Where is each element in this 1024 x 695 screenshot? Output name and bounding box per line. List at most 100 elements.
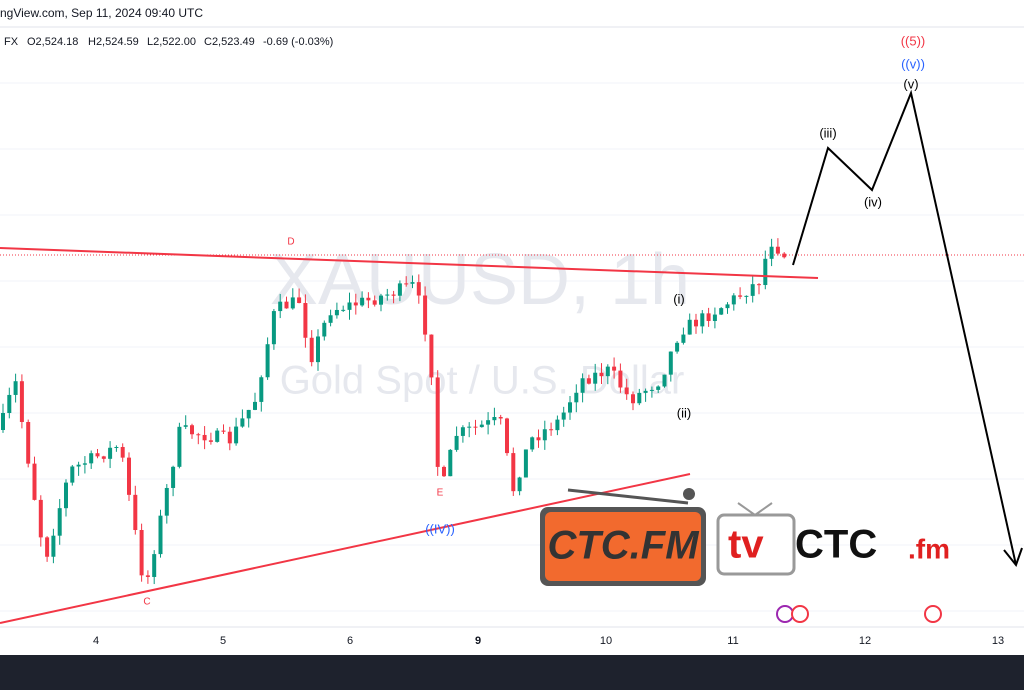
candle-body [334,309,339,316]
wave-labels: ((5)) ((v)) (v) (iii) (iv) (i) (ii) D C … [143,33,925,607]
symbol: FX [4,36,19,48]
candle-body [259,377,264,402]
candle-body [498,417,503,419]
wave-label: (v) [903,76,918,91]
candle-body [479,424,484,428]
candle-body [127,457,131,495]
candle-body [416,282,421,296]
candle-body [133,494,138,531]
candle-body [171,466,176,488]
candle-body [234,426,239,444]
candle-body [1,413,5,430]
candle-body [70,466,75,483]
candle-body [404,283,409,285]
candle-body [202,434,207,441]
candle-body [460,427,465,436]
candle-body [303,302,308,338]
candle-body [51,535,56,557]
candle-body [196,434,201,436]
candle-body [366,297,371,301]
candle-body [164,487,169,516]
candle-body [675,342,680,352]
candle-body [612,366,617,371]
wave-label: (i) [673,291,685,306]
candle-body [423,295,428,335]
candle-body [158,515,163,555]
candle-body [45,537,50,557]
ctc-logo: CTC.FM [540,488,706,586]
candle-body [353,302,358,306]
candle-body [712,314,717,321]
high: H2,524.59 [88,36,139,48]
candle-body [454,435,459,450]
candle-body [246,409,251,419]
candle-body [599,372,604,377]
candle-body [473,426,478,428]
candle-body [542,429,547,441]
candle-body [775,246,780,254]
trendline-lower [0,473,691,624]
x-tick-label: 5 [220,635,226,647]
logo-tv: tv [728,523,764,567]
grid [0,82,1024,612]
candle-body [297,297,302,303]
candle-body [643,390,648,393]
event-icons [776,605,942,623]
wave-label: (iv) [864,194,882,209]
candle-body [700,313,705,327]
candle-body [26,421,31,464]
candle-body [668,351,673,375]
candle-body [265,344,270,378]
candle-body [372,300,377,305]
source-text: ngView.com, Sep 11, 2024 09:40 UTC [0,6,203,20]
candle-body [523,449,528,478]
candle-body [624,387,629,395]
candle-body [290,297,295,309]
candle-body [385,294,390,296]
candle-body [284,301,289,309]
candle-body [95,453,100,457]
candle-body [763,258,768,286]
candle-body [152,554,157,577]
candle-body [278,301,283,312]
watermark-symbol: XAUUSD, 1h [270,240,690,320]
trendline-upper [0,247,819,279]
candle-body [101,456,106,459]
candle-body [328,315,333,323]
candle-body [448,449,453,477]
candle-body [656,386,661,390]
x-tick-label: 10 [600,635,612,647]
candle-body [114,447,119,449]
candle-body [76,464,81,467]
candle-body [649,389,654,391]
candle-body [429,334,434,378]
tvctc-logo: tv CTC .fm [716,502,950,576]
low: L2,522.00 [147,36,196,48]
candle-body [694,319,698,327]
candle-body [738,295,743,297]
candle-body [208,440,213,442]
candle-body [719,308,724,315]
change: -0.69 (-0.03%) [263,36,333,48]
candle-body [108,447,113,459]
wave-label: (iii) [819,125,836,140]
x-tick-label: 13 [992,635,1004,647]
candle-body [139,530,144,576]
close: C2,523.49 [204,36,255,48]
candle-body [517,477,522,492]
candle-body [253,401,257,410]
wave-label: ((v)) [901,56,925,71]
chart-bg [0,0,1024,655]
wave-label: D [287,237,294,248]
candle-body [687,319,692,335]
candle-body [145,575,150,577]
logo-fm: .fm [908,533,950,564]
candle-body [568,402,572,413]
bottom-bar [0,655,1024,690]
candle-body [177,426,182,467]
candle-body [618,370,623,388]
candle-body [782,253,787,258]
candle-body [89,453,94,464]
candle-body [271,311,276,345]
